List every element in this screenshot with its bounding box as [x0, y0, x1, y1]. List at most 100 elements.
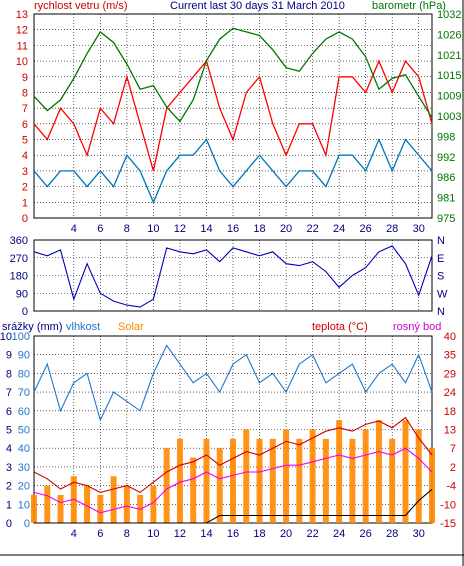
pressure-y-tick-label: 1032	[437, 9, 461, 21]
x-tick-label: 10	[147, 528, 159, 540]
x-tick-label: 20	[280, 223, 292, 235]
solar-bar	[269, 438, 276, 523]
compass-tick-label: W	[437, 288, 448, 300]
rain-y-tick-label: 5	[6, 425, 12, 437]
compass-tick-label: E	[437, 253, 444, 265]
humidity-series-line	[33, 344, 433, 422]
solar-bar	[336, 420, 343, 523]
humidity-y-tick-label: 90	[18, 350, 30, 362]
direction-y-tick-label: 90	[16, 288, 28, 300]
humidity-y-tick-label: 0	[24, 518, 30, 530]
wind_gust-series-line	[33, 59, 433, 172]
pressure-y-tick-label: 981	[437, 193, 455, 205]
direction-y-tick-label: 270	[10, 253, 28, 265]
temperature-y-tick-label: 35	[444, 350, 456, 362]
solar-bar	[163, 448, 170, 523]
solar-bar	[150, 485, 157, 523]
x-tick-label: 6	[97, 223, 103, 235]
temperature-y-tick-label: -10	[440, 499, 456, 511]
x-tick-label: 18	[253, 223, 265, 235]
solar-bar	[230, 438, 236, 523]
solar-bar	[44, 485, 51, 523]
x-tick-label: 6	[97, 528, 103, 540]
rain-y-tick-label: 1	[6, 499, 12, 511]
solar-bar	[84, 485, 91, 523]
rain-axis-label: srážky (mm)	[2, 321, 63, 333]
solar-bar	[203, 438, 210, 523]
solar-bar	[176, 438, 183, 523]
solar-bar	[349, 438, 356, 523]
pressure-y-tick-label: 1021	[437, 50, 461, 62]
wind-axis-label: rychlost vetru (m/s)	[34, 0, 128, 12]
solar-bar	[190, 457, 197, 523]
wind-y-tick-label: 8	[22, 87, 28, 99]
solar-bar	[362, 429, 369, 523]
pressure-y-tick-label: 1003	[437, 111, 461, 123]
x-tick-label: 12	[174, 223, 186, 235]
dewpoint-axis-label: rosný bod	[393, 321, 441, 333]
solar-bar	[97, 494, 104, 523]
x-tick-label: 24	[333, 223, 345, 235]
temperature-y-tick-label: 24	[444, 387, 456, 399]
x-tick-label: 22	[306, 528, 318, 540]
temperature-y-tick-label: 18	[444, 406, 456, 418]
solar-bar	[322, 438, 329, 523]
solar-axis-label: Solar	[118, 321, 144, 333]
wind-y-tick-label: 13	[16, 9, 28, 21]
humidity-y-tick-label: 30	[18, 462, 30, 474]
wind-y-tick-label: 1	[22, 197, 28, 209]
humidity-y-tick-label: 70	[18, 387, 30, 399]
solar-bar	[429, 448, 435, 523]
solar-bar	[283, 429, 290, 523]
pressure-y-tick-label: 1009	[437, 91, 461, 103]
pressure-axis-label: barometr (hPa)	[372, 0, 446, 12]
temperature-y-tick-label: -4	[446, 481, 456, 493]
x-tick-label: 16	[227, 528, 239, 540]
x-tick-label: 26	[360, 528, 372, 540]
rain-y-tick-label: 9	[6, 350, 12, 362]
temperature-series-line	[33, 416, 433, 494]
solar-bar	[296, 438, 303, 523]
x-tick-label: 30	[413, 528, 425, 540]
solar-bar	[389, 438, 396, 523]
wind-y-tick-label: 0	[22, 213, 28, 225]
rain-y-tick-label: 4	[6, 443, 12, 455]
wind-y-tick-label: 9	[22, 72, 28, 84]
solar-bar	[216, 448, 223, 523]
solar-bar	[256, 438, 263, 523]
wind_avg-series-line	[33, 137, 433, 204]
humidity-y-tick-label: 60	[18, 406, 30, 418]
humidity-y-tick-label: 40	[18, 443, 30, 455]
direction-series-line	[33, 245, 433, 308]
x-tick-label: 14	[200, 223, 212, 235]
x-tick-label: 4	[71, 528, 77, 540]
humidity-y-tick-label: 80	[18, 368, 30, 380]
chart-title: Current last 30 days 31 March 2010	[170, 0, 345, 12]
humidity-y-tick-label: 10	[18, 499, 30, 511]
x-tick-label: 30	[413, 223, 425, 235]
pressure-y-tick-label: 992	[437, 152, 455, 164]
x-tick-label: 8	[124, 223, 130, 235]
pressure-y-tick-label: 986	[437, 172, 455, 184]
temperature-axis-label: teplota (°C)	[312, 321, 368, 333]
solar-bar	[31, 494, 37, 523]
series-layer	[31, 27, 435, 524]
pressure-y-tick-label: 998	[437, 131, 455, 143]
wind-y-tick-label: 7	[22, 103, 28, 115]
rain-series-line	[34, 488, 433, 524]
compass-tick-label: N	[437, 235, 445, 247]
pressure-y-tick-label: 1026	[437, 29, 461, 41]
pressure-y-tick-label: 975	[437, 213, 455, 225]
rain-y-tick-label: 0	[6, 518, 12, 530]
x-tick-label: 10	[147, 223, 159, 235]
humidity-axis-label: vlhkost	[66, 321, 100, 333]
compass-tick-label: S	[437, 271, 444, 283]
x-tick-label: 26	[360, 223, 372, 235]
x-tick-label: 28	[386, 528, 398, 540]
wind-y-tick-label: 11	[17, 40, 28, 52]
wind-y-tick-label: 10	[16, 56, 28, 68]
temperature-y-tick-label: 7	[450, 443, 456, 455]
rain-y-tick-label: 6	[6, 406, 12, 418]
solar-bar	[123, 485, 130, 523]
rain-y-tick-label: 10	[0, 331, 12, 343]
